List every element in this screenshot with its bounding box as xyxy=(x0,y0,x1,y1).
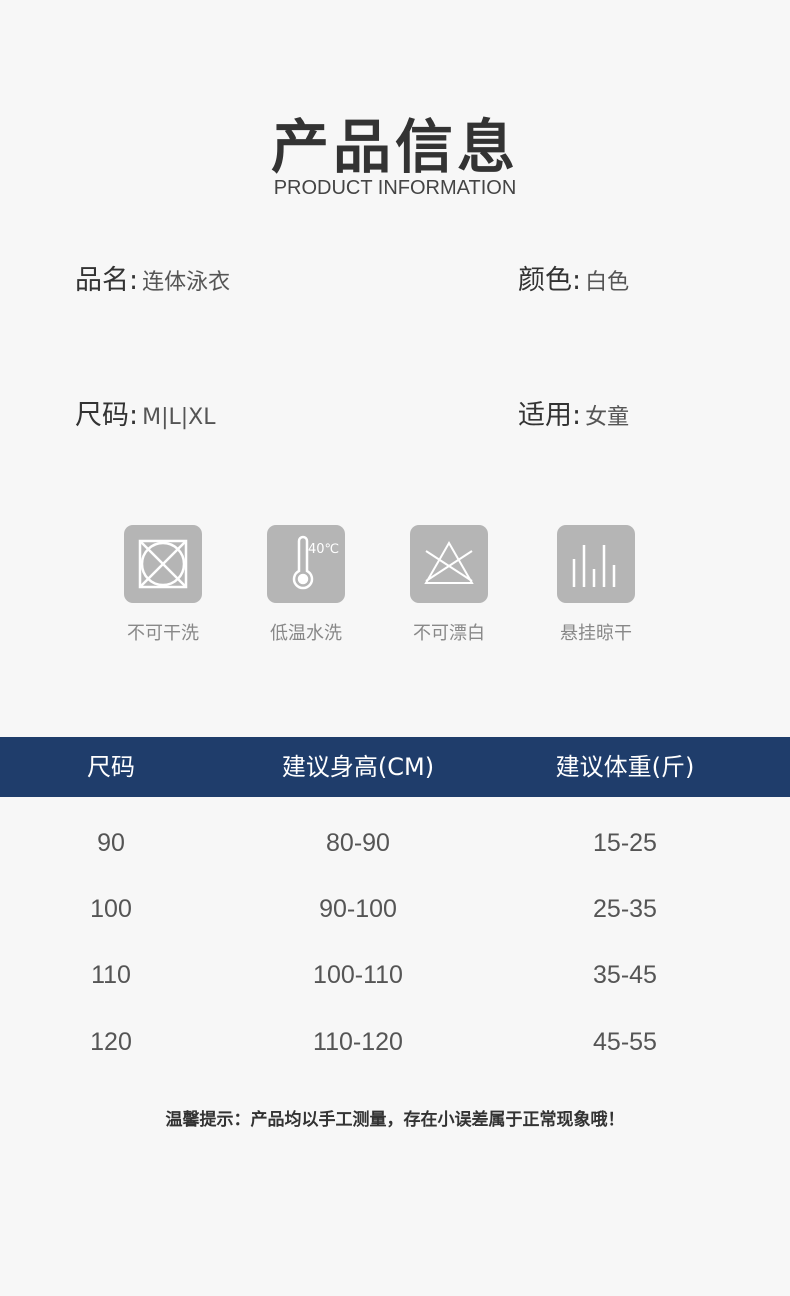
size-table-header: 尺码 建议身高(CM) 建议体重(斤) xyxy=(0,737,790,797)
page-title: 产品信息 xyxy=(270,113,519,181)
care-label: 低温水洗 xyxy=(270,623,342,644)
care-label: 悬挂晾干 xyxy=(560,623,632,644)
table-cell: 110-120 xyxy=(313,1028,403,1056)
table-cell: 15-25 xyxy=(593,829,657,857)
table-cell: 80-90 xyxy=(326,829,390,857)
svg-text:40℃: 40℃ xyxy=(308,542,339,557)
low-temp-wash-icon: 40℃ xyxy=(267,525,345,603)
info-label: 品名: xyxy=(75,265,139,296)
table-cell: 35-45 xyxy=(593,961,657,989)
info-label: 颜色: xyxy=(518,265,582,296)
no-dry-clean-icon xyxy=(124,525,202,603)
table-cell: 110 xyxy=(91,961,131,989)
table-cell: 45-55 xyxy=(593,1028,657,1056)
table-cell: 120 xyxy=(90,1028,132,1056)
care-label: 不可干洗 xyxy=(127,623,199,644)
info-label: 适用: xyxy=(518,400,582,431)
column-header: 尺码 xyxy=(87,753,135,781)
table-cell: 100-110 xyxy=(313,961,403,989)
table-cell: 100 xyxy=(90,895,132,923)
info-color: 颜色: 白色 xyxy=(518,258,629,297)
no-bleach-icon xyxy=(410,525,488,603)
table-cell: 90 xyxy=(97,829,125,857)
table-cell: 25-35 xyxy=(593,895,657,923)
info-value: 连体泳衣 xyxy=(142,270,231,295)
table-cell: 90-100 xyxy=(319,895,397,923)
column-header: 建议身高(CM) xyxy=(281,753,435,781)
info-name: 品名: 连体泳衣 xyxy=(75,258,230,297)
care-label: 不可漂白 xyxy=(413,623,485,644)
info-value: 白色 xyxy=(585,270,630,295)
page-subtitle: PRODUCT INFORMATION xyxy=(273,177,517,199)
info-label: 尺码: xyxy=(75,400,139,431)
info-value: M|L|XL xyxy=(142,405,216,430)
measurement-note: 温馨提示：产品均以手工测量，存在小误差属于正常现象哦！ xyxy=(165,1110,625,1130)
column-header: 建议体重(斤) xyxy=(555,753,695,781)
hang-dry-icon xyxy=(557,525,635,603)
info-target: 适用: 女童 xyxy=(518,393,629,432)
info-size: 尺码: M|L|XL xyxy=(75,393,216,432)
info-value: 女童 xyxy=(585,405,630,430)
